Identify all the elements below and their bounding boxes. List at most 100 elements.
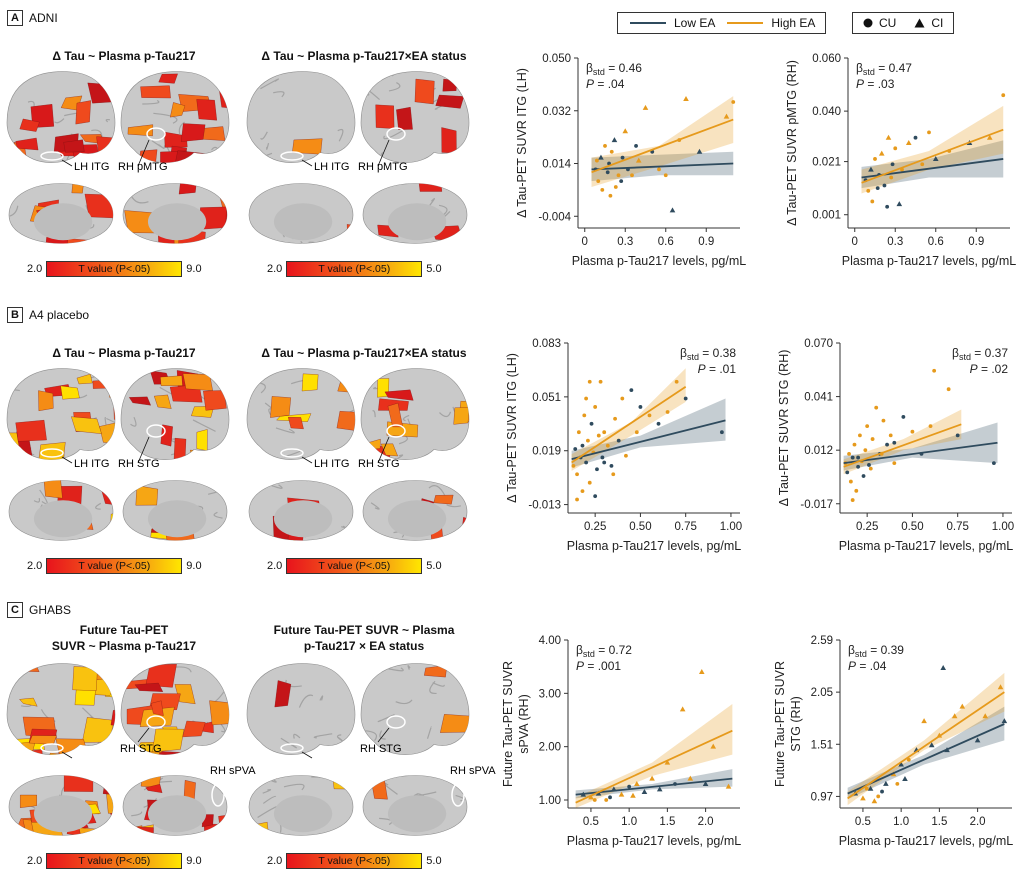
data-point-ci [997,684,1004,690]
colorbar-max: 5.0 [426,855,442,867]
brain-title-left: Δ Tau ~ Plasma p-Tau217 [8,48,240,64]
data-point-cu [893,146,898,151]
p-symbol: P [586,77,594,91]
x-tick-label: 0.5 [583,816,599,828]
p-number: .04 [608,77,625,91]
brain-title-right: Future Tau-PET SUVR ~ Plasma p-Tau217 × E… [248,622,480,654]
brain-surface [8,775,114,836]
p-eq: = [864,77,878,91]
y-tick-label: 2.00 [539,742,561,754]
roi-label: LH ITG [314,458,349,470]
data-point-ci [932,155,939,161]
scatter-chart-a: -0.004 0.014 0.032 0.050 0 0.3 0.6 0.9 Plasma p-… [515,53,746,268]
beta-symbol: β [586,61,593,75]
data-point-ci [725,783,732,789]
roi-label: LH ITG [74,161,109,173]
y-tick-label: 0.040 [812,106,841,118]
data-point-cu [656,421,661,426]
beta-value: 0.47 [889,61,913,75]
data-point-cu [613,416,617,421]
y-tick-label: 0.041 [804,392,833,404]
data-point-cu [605,170,610,175]
brain-title-left: Future Tau-PET SUVR ~ Plasma p-Tau217 [8,622,240,654]
colorbar-left: 2.0 T value (P<.05) 9.0 [27,558,202,574]
brain-map-left: LH ITG RH STG [6,368,230,541]
data-point-cu [593,494,598,499]
data-point-cu [854,488,859,493]
y-axis-label: Δ Tau-PET SUVR ITG (LH) [515,68,529,218]
data-point-ci [641,789,648,794]
legend-cu-label: CU [879,16,897,30]
data-point-ci [683,96,689,102]
x-tick-label: 0.6 [658,236,674,248]
fit-line-low-ea [575,777,733,796]
ci-band-high-ea [861,105,1004,194]
y-tick-label: 1.51 [811,739,833,751]
brain-surface [8,183,114,244]
panel-name: GHABS [29,603,72,617]
y-tick-label: 0.014 [542,159,571,171]
data-point-cu [600,187,605,192]
legend-low-ea: Low EA [628,16,715,30]
beta-std: βstd = 0.38 [680,346,736,362]
roi-outline [386,715,406,729]
y-tick-label: 0.019 [532,446,561,458]
data-point-ci [921,718,927,724]
y-axis-label: sPVA (RH) [517,694,531,754]
colorbar-label: T value (P<.05) [78,560,151,572]
ci-band-high-ea [575,704,733,808]
data-point-ci [982,713,989,719]
data-point-cu [604,798,609,802]
data-point-ci [664,759,671,765]
data-point-ci [860,795,866,801]
scatter-chart-b: -0.013 0.019 0.051 0.083 0.25 0.50 0.75 1.00 Pla… [505,338,742,553]
data-point-cu [593,405,598,409]
brain-surface [246,663,356,755]
data-point-cu [888,433,893,438]
fit-line-high-ea [591,118,734,174]
data-point-ci [588,794,594,800]
brain-title-left: Δ Tau ~ Plasma p-Tau217 [8,345,240,361]
data-point-ci [871,798,878,804]
brain-surface [6,368,116,460]
data-point-ci [868,166,874,172]
data-point-cu [608,193,613,198]
data-point-ci [986,134,993,140]
panel-letter: B [7,307,23,323]
colorbar-label: T value (P<.05) [318,855,391,867]
y-tick-label: 0.001 [812,210,841,222]
beta-subscript: std [959,352,971,362]
x-axis-label: Plasma p-Tau217 levels, pg/mL [839,834,1013,848]
data-point-cu [885,204,890,209]
data-point-cu [719,430,724,435]
data-point-cu [620,155,625,160]
panel-letter: C [7,602,23,618]
data-point-cu [861,474,866,478]
p-number: .001 [598,659,622,673]
roi-label: LH ITG [74,458,109,470]
data-point-cu [882,183,887,188]
x-tick-label: 1.0 [893,816,909,828]
brain-surface [362,775,468,836]
brain-map-right: LH ITG RH STG [246,368,470,541]
y-tick-label: -0.013 [528,500,561,512]
legend-cu: CU [863,16,896,30]
x-tick-label: 1.0 [621,816,637,828]
data-point-cu [881,418,886,423]
brain-surface [248,183,354,244]
data-point-cu [638,405,643,409]
brain-surface [6,71,116,163]
circle-icon [863,18,873,28]
triangle-icon [914,18,925,28]
data-point-cu [575,472,579,477]
roi-outline [40,151,64,161]
colorbar-right: 2.0 T value (P<.05) 5.0 [267,261,442,277]
brain-surface [122,480,228,541]
x-axis-label: Plasma p-Tau217 levels, pg/mL [567,539,741,553]
data-point-cu [602,460,607,465]
y-tick-label: 2.05 [811,687,833,699]
brain-surface [360,663,470,755]
p-eq: = [856,659,870,673]
data-point-ci [974,737,981,743]
data-point-ci [687,775,694,781]
